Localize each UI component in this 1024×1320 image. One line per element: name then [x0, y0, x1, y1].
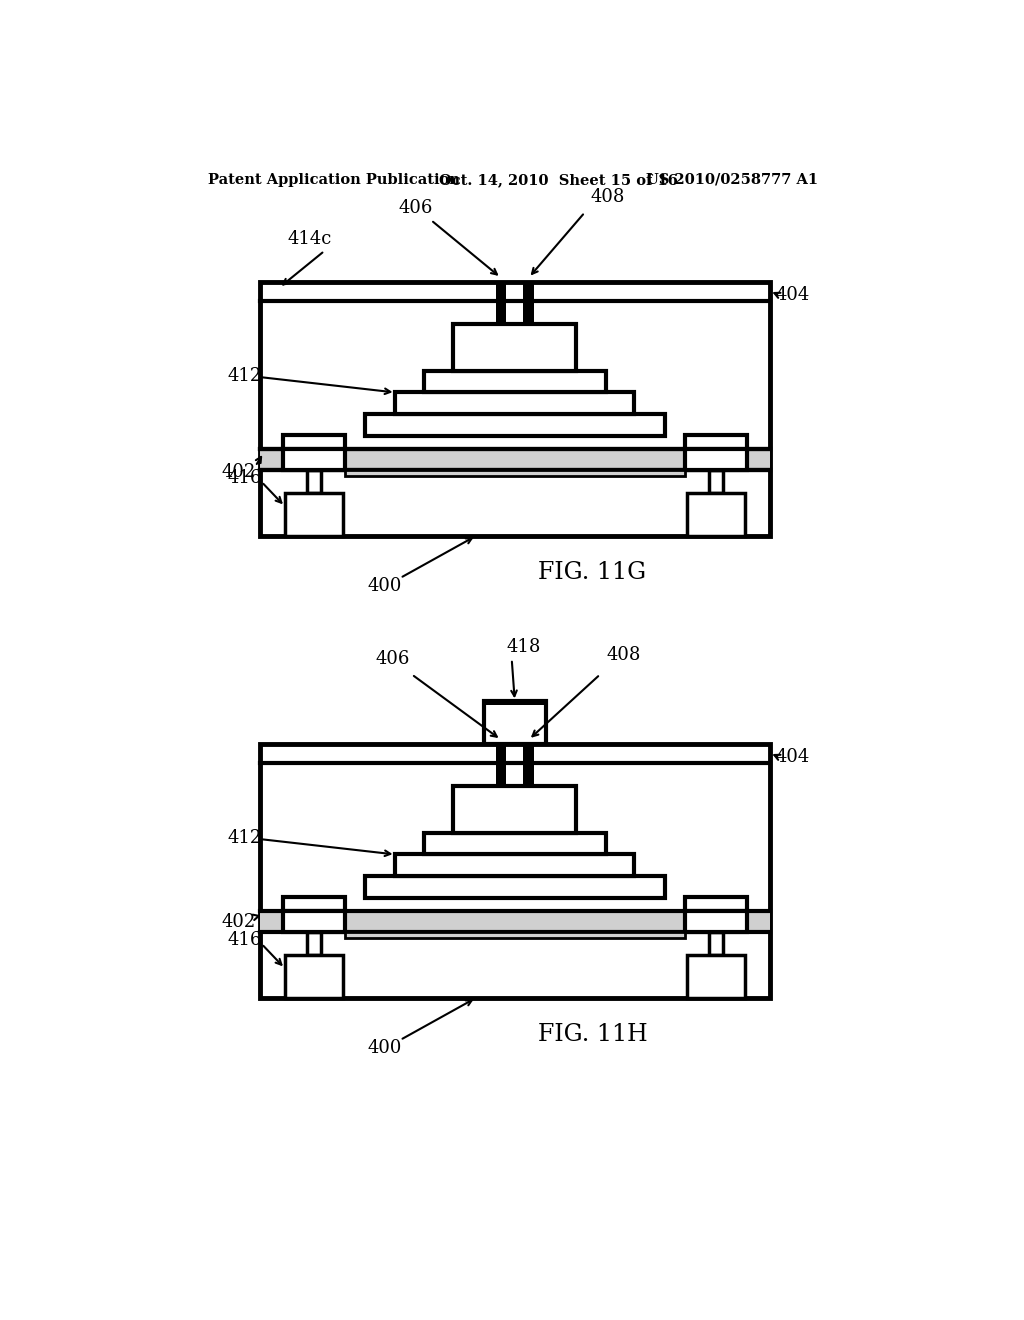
Bar: [685, 896, 746, 911]
Bar: [454, 785, 577, 833]
Bar: [345, 932, 685, 939]
Text: FIG. 11G: FIG. 11G: [538, 561, 646, 585]
Bar: [285, 494, 343, 536]
Bar: [687, 956, 744, 998]
Bar: [283, 896, 345, 911]
Bar: [395, 392, 634, 414]
Text: 402: 402: [221, 463, 255, 480]
Text: 406: 406: [375, 649, 410, 668]
Bar: [523, 281, 535, 323]
Bar: [424, 371, 605, 392]
Bar: [283, 449, 345, 470]
Bar: [709, 470, 723, 494]
Text: 412: 412: [227, 367, 262, 384]
Bar: [484, 701, 546, 743]
Bar: [365, 414, 665, 436]
Bar: [685, 911, 746, 932]
Bar: [496, 743, 506, 785]
Bar: [285, 956, 343, 998]
Text: FIG. 11H: FIG. 11H: [538, 1023, 647, 1047]
Bar: [685, 449, 746, 470]
Bar: [260, 911, 770, 932]
Text: 408: 408: [591, 187, 625, 206]
Bar: [484, 701, 546, 705]
Bar: [687, 494, 744, 536]
Bar: [523, 743, 535, 785]
Text: 412: 412: [227, 829, 262, 846]
Bar: [283, 434, 345, 449]
Text: 400: 400: [368, 1039, 401, 1057]
Text: 400: 400: [368, 577, 401, 595]
Bar: [260, 449, 770, 470]
Bar: [454, 323, 577, 371]
Bar: [496, 281, 506, 323]
Bar: [685, 434, 746, 449]
Bar: [283, 911, 345, 932]
Bar: [365, 876, 665, 898]
Bar: [345, 470, 685, 477]
Bar: [424, 833, 605, 854]
Bar: [307, 470, 321, 494]
Bar: [395, 854, 634, 876]
Text: 404: 404: [775, 748, 810, 767]
Text: 416: 416: [227, 469, 262, 487]
Bar: [709, 932, 723, 956]
Text: 408: 408: [606, 645, 641, 664]
Text: 402: 402: [221, 913, 255, 931]
Text: US 2010/0258777 A1: US 2010/0258777 A1: [646, 173, 818, 187]
Text: 416: 416: [227, 931, 262, 949]
Text: Patent Application Publication: Patent Application Publication: [208, 173, 460, 187]
Text: 414c: 414c: [287, 230, 332, 248]
Text: 418: 418: [506, 639, 541, 656]
Bar: [307, 932, 321, 956]
Bar: [260, 743, 770, 998]
Text: 406: 406: [398, 199, 433, 218]
Text: Oct. 14, 2010  Sheet 15 of 16: Oct. 14, 2010 Sheet 15 of 16: [438, 173, 678, 187]
Bar: [260, 281, 770, 536]
Text: 404: 404: [775, 286, 810, 305]
